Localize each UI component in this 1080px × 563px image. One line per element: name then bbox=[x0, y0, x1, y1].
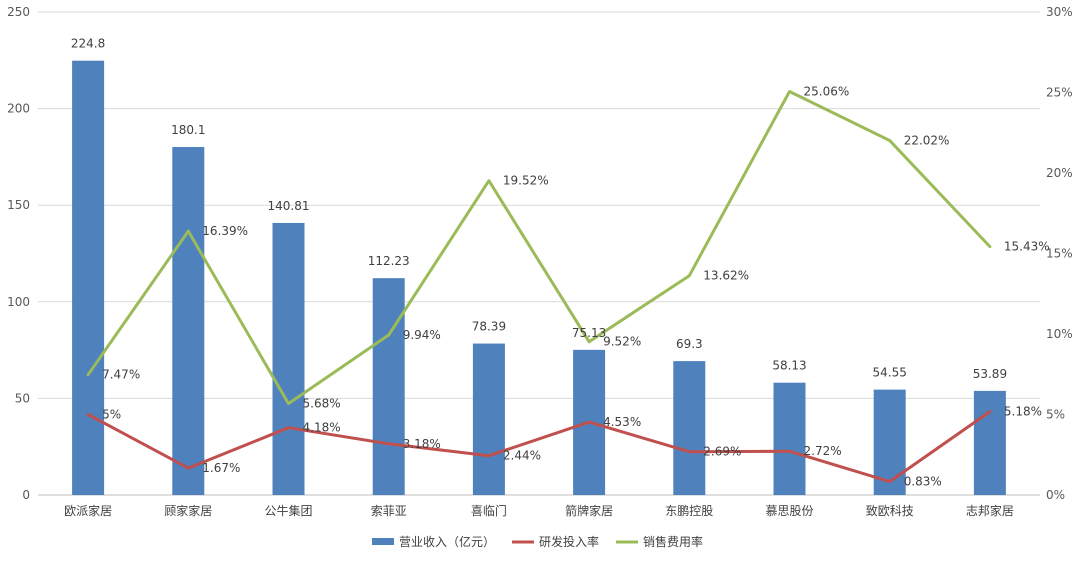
line-data-label: 5.18% bbox=[1004, 405, 1042, 419]
bar bbox=[472, 343, 505, 495]
bar-data-label: 58.13 bbox=[772, 359, 806, 373]
line-point bbox=[388, 334, 390, 336]
line-point bbox=[588, 341, 590, 343]
line-data-label: 2.69% bbox=[703, 445, 741, 459]
line-point bbox=[87, 414, 89, 415]
bar bbox=[773, 382, 806, 495]
left-tick-label: 0 bbox=[22, 488, 30, 502]
line-point bbox=[889, 139, 891, 141]
category-label: 箭牌家居 bbox=[565, 503, 613, 518]
line-point bbox=[288, 403, 289, 405]
series-line bbox=[86, 90, 992, 406]
series-line bbox=[86, 410, 992, 484]
line-data-label: 4.53% bbox=[603, 415, 641, 429]
line-data-label: 19.52% bbox=[503, 174, 549, 188]
category-label: 慕思股份 bbox=[765, 504, 813, 518]
line-data-label: 4.18% bbox=[303, 421, 341, 435]
category-label: 顾家家居 bbox=[164, 503, 212, 518]
left-tick-label: 100 bbox=[7, 295, 30, 309]
line-point bbox=[187, 467, 189, 469]
line-data-label: 9.52% bbox=[603, 335, 641, 349]
left-tick-label: 150 bbox=[7, 198, 30, 212]
category-label: 欧派家居 bbox=[64, 503, 112, 518]
bar bbox=[272, 222, 305, 495]
line-data-label: 2.72% bbox=[804, 444, 842, 458]
right-tick-label: 15% bbox=[1046, 247, 1073, 261]
line-point bbox=[588, 421, 590, 423]
label-layer: 224.8 180.1 140.81 112.23 78.39 75.13 69.3 58.1… bbox=[71, 37, 1050, 489]
left-tick-label: 50 bbox=[15, 391, 30, 405]
bar bbox=[372, 278, 405, 495]
line-point bbox=[488, 455, 490, 457]
right-tick-label: 25% bbox=[1046, 86, 1073, 100]
bar-data-label: 69.3 bbox=[676, 337, 703, 351]
line-data-label: 5% bbox=[102, 408, 121, 422]
bar-data-label: 224.8 bbox=[71, 37, 105, 51]
line-point bbox=[889, 481, 891, 483]
legend-swatch-bar bbox=[372, 538, 394, 545]
line-point bbox=[989, 411, 991, 413]
right-axis: 0% 5% 10% 15% 20% 25% 30% bbox=[1046, 5, 1073, 502]
line-data-label: 7.47% bbox=[102, 368, 140, 382]
bar-data-label: 54.55 bbox=[873, 366, 907, 380]
line-point bbox=[288, 427, 289, 429]
line-data-label: 15.43% bbox=[1004, 240, 1050, 254]
bar bbox=[172, 147, 205, 495]
bar bbox=[673, 361, 706, 495]
legend: 营业收入（亿元） 研发投入率 销售费用率 bbox=[372, 534, 703, 549]
bar-data-label: 112.23 bbox=[368, 254, 410, 268]
line-data-label: 25.06% bbox=[804, 85, 850, 99]
right-tick-label: 30% bbox=[1046, 5, 1073, 19]
bar-data-label: 140.81 bbox=[268, 199, 310, 213]
category-label: 索菲亚 bbox=[371, 504, 407, 518]
grid-layer bbox=[38, 11, 1040, 496]
line-data-label: 3.18% bbox=[403, 437, 441, 451]
line-data-label: 1.67% bbox=[202, 461, 240, 475]
line-data-label: 13.62% bbox=[703, 269, 749, 283]
right-tick-label: 20% bbox=[1046, 166, 1073, 180]
bar-data-label: 75.13 bbox=[572, 326, 606, 340]
line-data-label: 16.39% bbox=[202, 224, 248, 238]
line-point bbox=[488, 180, 490, 182]
line-data-label: 5.68% bbox=[303, 397, 341, 411]
line-data-label: 22.02% bbox=[904, 133, 950, 147]
bar bbox=[973, 390, 1006, 495]
left-tick-label: 250 bbox=[7, 5, 30, 19]
legend-label: 销售费用率 bbox=[643, 534, 703, 549]
right-tick-label: 0% bbox=[1046, 488, 1065, 502]
line-point bbox=[989, 246, 991, 248]
category-label: 喜临门 bbox=[471, 503, 507, 518]
line-point bbox=[789, 450, 790, 452]
bar-layer bbox=[72, 60, 1006, 495]
category-axis: 欧派家居 顾家家居 公牛集团 索菲亚 喜临门 箭牌家居 东鹏控股 慕思股份 致欧科技 志邦家居 bbox=[64, 503, 1014, 518]
line-layer bbox=[86, 90, 992, 484]
line-data-label: 0.83% bbox=[904, 475, 942, 489]
right-tick-label: 5% bbox=[1046, 408, 1065, 422]
left-axis: 0 50 100 150 200 250 bbox=[7, 5, 30, 502]
category-label: 志邦家居 bbox=[966, 503, 1014, 518]
line-data-label: 9.94% bbox=[403, 328, 441, 342]
line-point bbox=[789, 91, 790, 93]
category-label: 公牛集团 bbox=[264, 503, 312, 518]
bar-data-label: 78.39 bbox=[472, 320, 506, 334]
legend-label: 研发投入率 bbox=[539, 534, 599, 549]
line-point bbox=[688, 451, 690, 453]
line-point bbox=[87, 374, 89, 376]
left-tick-label: 200 bbox=[7, 102, 30, 116]
right-tick-label: 10% bbox=[1046, 327, 1073, 341]
bar-data-label: 53.89 bbox=[973, 367, 1007, 381]
line-point bbox=[688, 275, 690, 277]
category-label: 致欧科技 bbox=[866, 504, 914, 518]
category-label: 东鹏控股 bbox=[665, 504, 713, 518]
bar-data-label: 180.1 bbox=[171, 123, 205, 137]
line-point bbox=[388, 443, 390, 445]
bar bbox=[72, 60, 105, 495]
line-data-label: 2.44% bbox=[503, 449, 541, 463]
line-point bbox=[187, 230, 189, 232]
legend-label: 营业收入（亿元） bbox=[399, 534, 495, 549]
